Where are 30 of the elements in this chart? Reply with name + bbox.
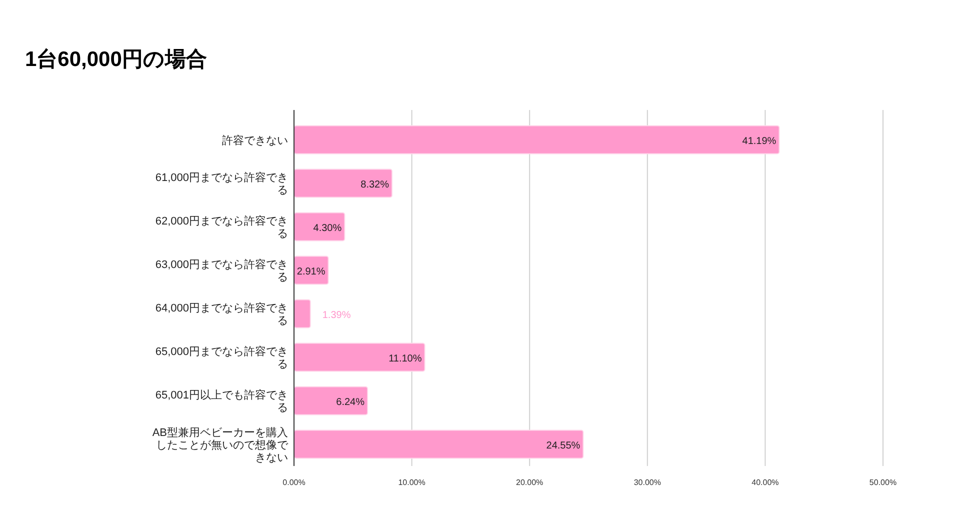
y-tick-label: 63,000円までなら許容できる [155,258,288,284]
bar [294,342,426,372]
text: 1台60,000円の場合 [25,48,207,71]
y-tick-label: 65,001円以上でも許容できる [155,388,288,414]
y-tick-label: AB型兼用ベビーカーを購入したことが無いので想像できない [152,426,289,464]
x-tick-label: 10.00% [398,478,426,487]
bar [294,299,311,328]
bar [294,125,780,154]
y-tick-label: 62,000円までなら許容できる [155,214,288,240]
data-label: 6.24% [336,396,365,408]
bar [294,430,584,459]
y-tick-label: 65,000円までなら許容できる [155,345,288,370]
y-tick-label: 61,000円までなら許容できる [155,171,288,196]
x-tick-label: 40.00% [752,478,779,487]
x-tick-label: 50.00% [869,478,897,487]
data-label: 24.55% [546,440,580,452]
bar [294,168,393,198]
bar [294,212,346,242]
y-tick-label: 64,000円までなら許容できる [155,302,288,327]
y-tick-label: 許容できない [222,134,288,147]
data-label: 8.32% [360,179,390,190]
data-label: 2.91% [296,266,326,278]
x-tick-label: 20.00% [516,478,544,487]
bar [294,386,368,416]
data-label: 4.30% [313,222,342,234]
x-tick-label: 30.00% [634,478,661,487]
data-label: 1.39% [322,310,351,321]
x-tick-label: 0.00% [282,478,306,487]
data-label: 41.19% [742,136,776,147]
data-label: 11.10% [388,353,422,364]
